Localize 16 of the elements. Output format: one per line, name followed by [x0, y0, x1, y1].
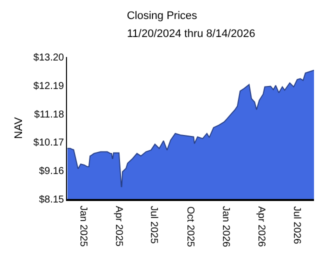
- x-tick-label: Oct 2025: [184, 206, 196, 248]
- chart-subtitle: 11/20/2024 thru 8/14/2026: [127, 28, 256, 40]
- y-tick-label: $10.17: [33, 138, 64, 149]
- y-tick-label: $8.15: [38, 194, 64, 206]
- y-axis-title: NAV: [13, 116, 26, 139]
- chart-title: Closing Prices: [126, 10, 198, 22]
- x-tick-label: Jan 2025: [77, 206, 88, 248]
- y-tick-label: $12.19: [33, 80, 64, 92]
- y-tick-label: $13.20: [33, 52, 64, 64]
- x-tick-label: Jul 2025: [148, 206, 160, 244]
- x-tick-label: Apr 2025: [113, 206, 124, 247]
- x-tick-label: Jul 2026: [290, 206, 302, 244]
- x-tick-label: Apr 2026: [256, 206, 267, 248]
- y-tick-label: $9.16: [38, 166, 64, 178]
- y-tick-label: $11.18: [34, 109, 64, 120]
- x-tick-label: Jan 2026: [220, 206, 232, 248]
